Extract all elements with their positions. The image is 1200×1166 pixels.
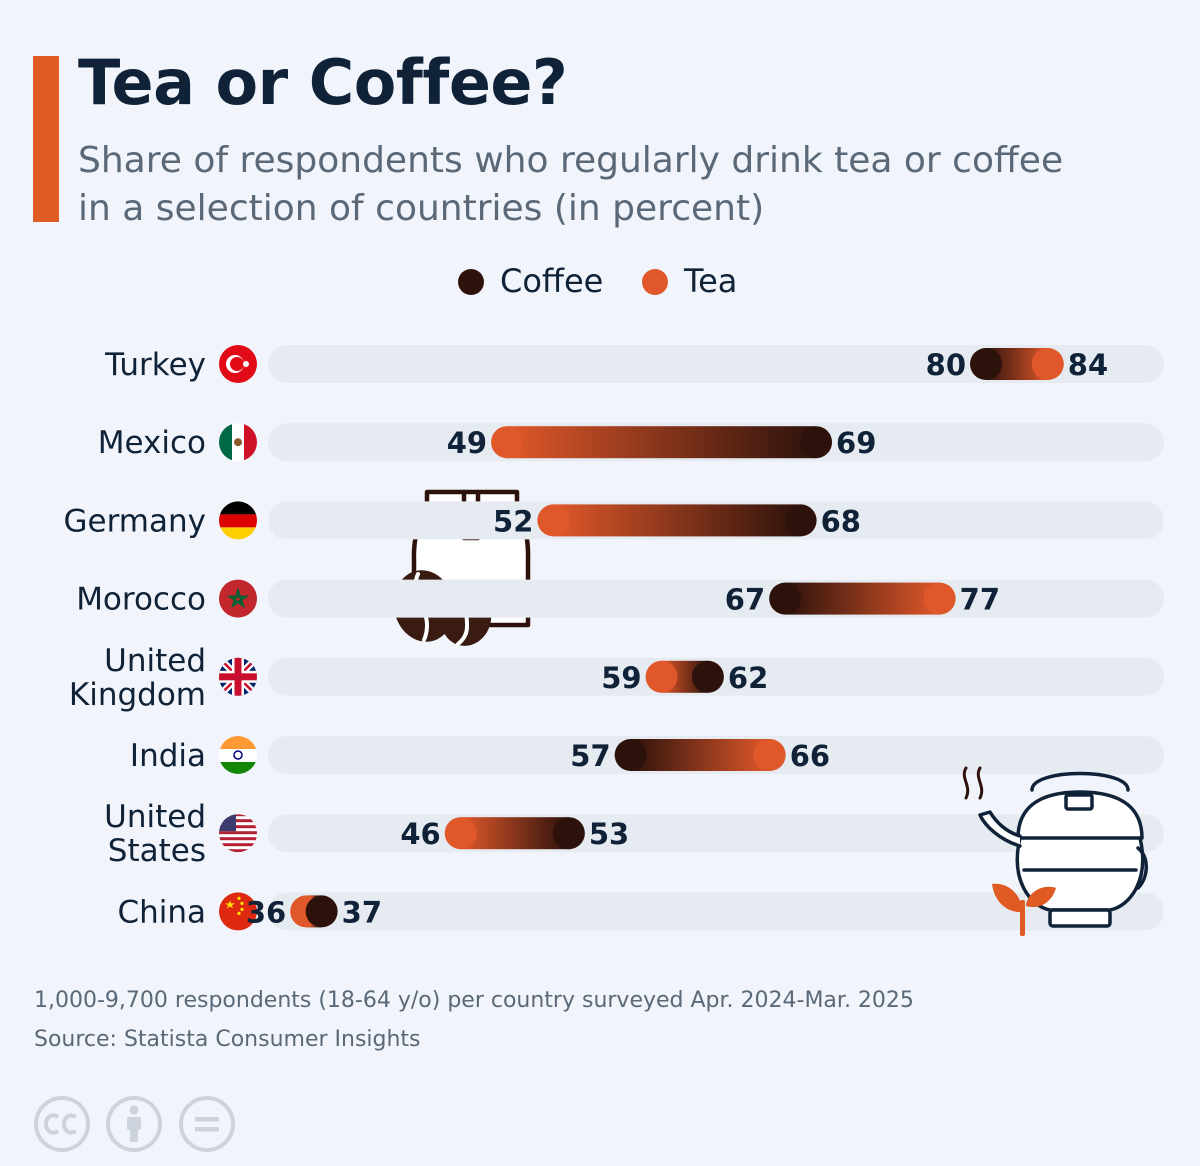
coffee-dot (784, 504, 817, 537)
row-united-states: United States 46 53 (104, 799, 1164, 869)
row-india: India 57 66 (130, 736, 1164, 774)
no-derivatives-icon (179, 1096, 235, 1152)
germany-flag-icon (219, 501, 257, 540)
attribution-icon (106, 1096, 162, 1152)
value-label: 68 (821, 504, 861, 538)
tea-dot (923, 582, 956, 615)
turkey-flag-icon (219, 345, 257, 383)
value-label: 53 (589, 817, 629, 851)
coffee-dot (769, 582, 802, 615)
value-label: 66 (790, 739, 830, 773)
value-label: 77 (960, 583, 1000, 617)
value-label: 37 (342, 895, 382, 929)
chart-title: Tea or Coffee? (78, 46, 568, 119)
china-flag-icon (219, 892, 257, 931)
tea-dot (444, 817, 477, 850)
range-bar (630, 739, 770, 771)
united-kingdom-flag-icon (219, 657, 257, 696)
value-label: 36 (246, 895, 286, 929)
india-flag-icon (219, 736, 257, 774)
tea-dot (645, 660, 678, 693)
teapot-icon (978, 771, 1148, 928)
row-morocco: Morocco 67 77 (76, 579, 1164, 618)
range-bar (553, 504, 801, 537)
country-label: United States (104, 799, 206, 869)
leaf-icon (992, 883, 1056, 936)
tea-dot (1031, 348, 1064, 380)
chart-subtitle-line-1: Share of respondents who regularly drink… (78, 140, 1064, 181)
accent-bar (33, 56, 59, 222)
steam-icon (962, 766, 984, 800)
legend-dot-tea (642, 269, 668, 295)
coffee-dot (800, 426, 833, 459)
value-label: 67 (725, 583, 765, 617)
country-label: United Kingdom (69, 643, 206, 713)
row-turkey: Turkey 80 84 (104, 345, 1164, 383)
survey-note: 1,000-9,700 respondents (18-64 y/o) per … (34, 988, 914, 1013)
country-label: Germany (64, 503, 206, 539)
teapot-decoration (962, 766, 1148, 936)
value-label: 62 (728, 661, 768, 695)
range-bar (785, 582, 940, 615)
cc-license-icon (34, 1096, 90, 1152)
value-label: 52 (493, 504, 533, 538)
value-label: 46 (400, 817, 440, 851)
value-label: 80 (926, 348, 966, 382)
tea-dot (491, 426, 524, 459)
legend-dot-coffee (458, 269, 484, 295)
value-label: 49 (447, 426, 487, 460)
coffee-dot (970, 348, 1002, 380)
row-united-kingdom: United Kingdom 59 62 (69, 643, 1164, 713)
mexico-flag-icon (219, 423, 257, 462)
range-bar (460, 817, 569, 850)
country-label: China (117, 894, 206, 930)
coffee-dot (614, 739, 647, 771)
row-germany: Germany 52 68 (64, 501, 1164, 540)
value-label: 57 (570, 739, 610, 773)
country-label: Morocco (76, 582, 206, 618)
coffee-dot (305, 895, 338, 928)
range-bar (507, 426, 817, 459)
source-text: Source: Statista Consumer Insights (34, 1027, 421, 1052)
row-mexico: Mexico 49 69 (98, 423, 1164, 462)
row-track (268, 892, 1164, 931)
coffee-dot (691, 660, 724, 693)
tea-dot (753, 739, 786, 771)
row-track (268, 345, 1164, 383)
country-label: Mexico (98, 425, 206, 461)
row-track (268, 579, 1164, 618)
tea-dot (537, 504, 570, 537)
value-label: 84 (1068, 348, 1108, 382)
value-label: 69 (836, 426, 876, 460)
legend-label-coffee: Coffee (500, 262, 604, 300)
country-label: Turkey (104, 347, 206, 383)
country-label: India (130, 738, 206, 774)
legend-label-tea: Tea (684, 262, 738, 300)
chart-subtitle-line-2: in a selection of countries (in percent) (78, 188, 765, 229)
morocco-flag-icon (219, 579, 257, 618)
value-label: 59 (601, 661, 641, 695)
coffee-dot (552, 817, 585, 850)
united-states-flag-icon (219, 814, 257, 853)
row-china: China 36 37 (117, 892, 1164, 931)
